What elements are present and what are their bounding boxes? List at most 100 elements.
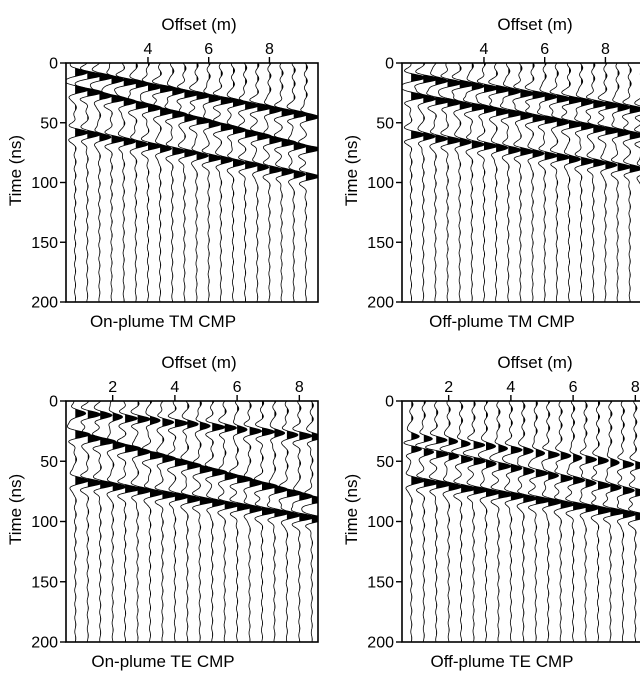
y-axis-label: Time (ns) bbox=[6, 135, 25, 206]
plot-frame bbox=[65, 400, 319, 643]
trace-fill bbox=[573, 401, 589, 642]
panel-on-plume-te: 2 4 6 8 0 50 100 150 200 Offset (m) Time (ns) On-pl… bbox=[6, 353, 319, 671]
trace-fill bbox=[622, 401, 637, 642]
panel-off-plume-tm: 4 6 8 0 50 100 150 200 Offset (m) Time (ns) Off-pl… bbox=[342, 15, 640, 331]
y-tick-label: 150 bbox=[31, 235, 58, 252]
trace-line bbox=[590, 401, 613, 642]
trace-line bbox=[249, 63, 273, 302]
x-tick-label: 2 bbox=[444, 379, 453, 396]
y-tick-label: 50 bbox=[40, 454, 58, 471]
y-tick-label: 200 bbox=[31, 295, 58, 312]
trace-line bbox=[204, 401, 228, 642]
trace-line bbox=[229, 401, 253, 642]
trace-fill bbox=[187, 401, 202, 642]
trace-fill bbox=[635, 401, 640, 642]
trace-fill bbox=[461, 401, 477, 642]
trace-line bbox=[537, 63, 560, 302]
panel-on-plume-tm: 4 6 8 0 50 100 150 200 Offset (m) Time (ns) On-plu… bbox=[6, 15, 319, 331]
trace-line bbox=[616, 401, 637, 642]
trace-fill bbox=[610, 401, 626, 642]
trace-line bbox=[273, 63, 297, 302]
trace-fill bbox=[199, 401, 215, 642]
trace-line bbox=[74, 63, 103, 302]
trace-line bbox=[463, 63, 488, 302]
trace-fill bbox=[160, 63, 176, 302]
trace-line bbox=[106, 401, 127, 642]
traces-group bbox=[402, 63, 640, 302]
trace-fill bbox=[196, 63, 212, 302]
trace-line bbox=[489, 401, 515, 642]
trace-line bbox=[439, 401, 463, 642]
trace-line bbox=[553, 401, 576, 642]
trace-line bbox=[541, 401, 563, 642]
trace-fill bbox=[137, 401, 152, 642]
trace-line bbox=[154, 401, 179, 642]
y-tick-label: 150 bbox=[367, 235, 394, 252]
trace-line bbox=[66, 401, 91, 642]
x-tick-label: 6 bbox=[569, 379, 578, 396]
trace-fill bbox=[473, 401, 488, 642]
trace-line bbox=[243, 401, 264, 642]
trace-fill bbox=[249, 401, 263, 642]
chart-title: Off-plume TE CMP bbox=[431, 652, 574, 671]
trace-fill bbox=[212, 401, 227, 642]
trace-fill bbox=[123, 63, 140, 302]
trace-line bbox=[114, 63, 140, 302]
trace-line bbox=[290, 401, 315, 642]
trace-line bbox=[142, 401, 166, 642]
traces-group bbox=[403, 401, 640, 642]
x-axis-label: Offset (m) bbox=[497, 353, 572, 372]
traces-group bbox=[66, 63, 318, 302]
y-tick-label: 100 bbox=[31, 175, 58, 192]
trace-line bbox=[478, 401, 501, 642]
trace-line bbox=[180, 401, 202, 642]
chart-title: Off-plume TM CMP bbox=[429, 312, 575, 331]
x-tick-label: 6 bbox=[540, 41, 549, 58]
x-tick-label: 8 bbox=[631, 379, 640, 396]
trace-line bbox=[164, 63, 188, 302]
trace-line bbox=[286, 63, 309, 302]
trace-line bbox=[451, 63, 476, 302]
trace-fill bbox=[459, 63, 475, 302]
trace-line bbox=[140, 63, 163, 302]
x-tick-label: 4 bbox=[170, 379, 179, 396]
trace-line bbox=[610, 63, 632, 302]
trace-fill bbox=[208, 63, 223, 302]
trace-line bbox=[212, 63, 237, 302]
trace-line bbox=[188, 63, 212, 302]
trace-fill bbox=[174, 401, 190, 642]
trace-fill bbox=[135, 63, 151, 302]
trace-fill bbox=[496, 63, 511, 302]
trace-line bbox=[89, 63, 115, 302]
trace-line bbox=[403, 401, 425, 642]
trace-line bbox=[217, 401, 240, 642]
trace-line bbox=[201, 63, 223, 302]
trace-fill bbox=[269, 63, 283, 302]
trace-line bbox=[488, 63, 512, 302]
y-tick-label: 150 bbox=[367, 574, 394, 591]
trace-fill bbox=[125, 401, 141, 642]
trace-fill bbox=[162, 401, 178, 642]
y-tick-label: 50 bbox=[376, 115, 394, 132]
trace-line bbox=[602, 401, 627, 642]
y-tick-label: 200 bbox=[367, 295, 394, 312]
trace-line bbox=[502, 401, 526, 642]
y-tick-label: 0 bbox=[49, 56, 58, 73]
trace-line bbox=[628, 401, 640, 642]
trace-fill bbox=[486, 401, 500, 642]
trace-line bbox=[176, 63, 200, 302]
trace-line bbox=[634, 73, 640, 185]
trace-line bbox=[512, 63, 536, 302]
trace-line bbox=[622, 63, 640, 302]
y-tick-label: 0 bbox=[385, 56, 394, 73]
trace-line bbox=[524, 63, 548, 302]
y-tick-label: 50 bbox=[40, 115, 58, 132]
trace-line bbox=[167, 401, 191, 642]
y-tick-label: 100 bbox=[31, 514, 58, 531]
x-tick-label: 4 bbox=[506, 379, 515, 396]
trace-line bbox=[426, 63, 452, 302]
trace-line bbox=[191, 401, 216, 642]
trace-line bbox=[500, 63, 524, 302]
x-tick-label: 8 bbox=[295, 379, 304, 396]
y-axis-label: Time (ns) bbox=[342, 474, 361, 545]
